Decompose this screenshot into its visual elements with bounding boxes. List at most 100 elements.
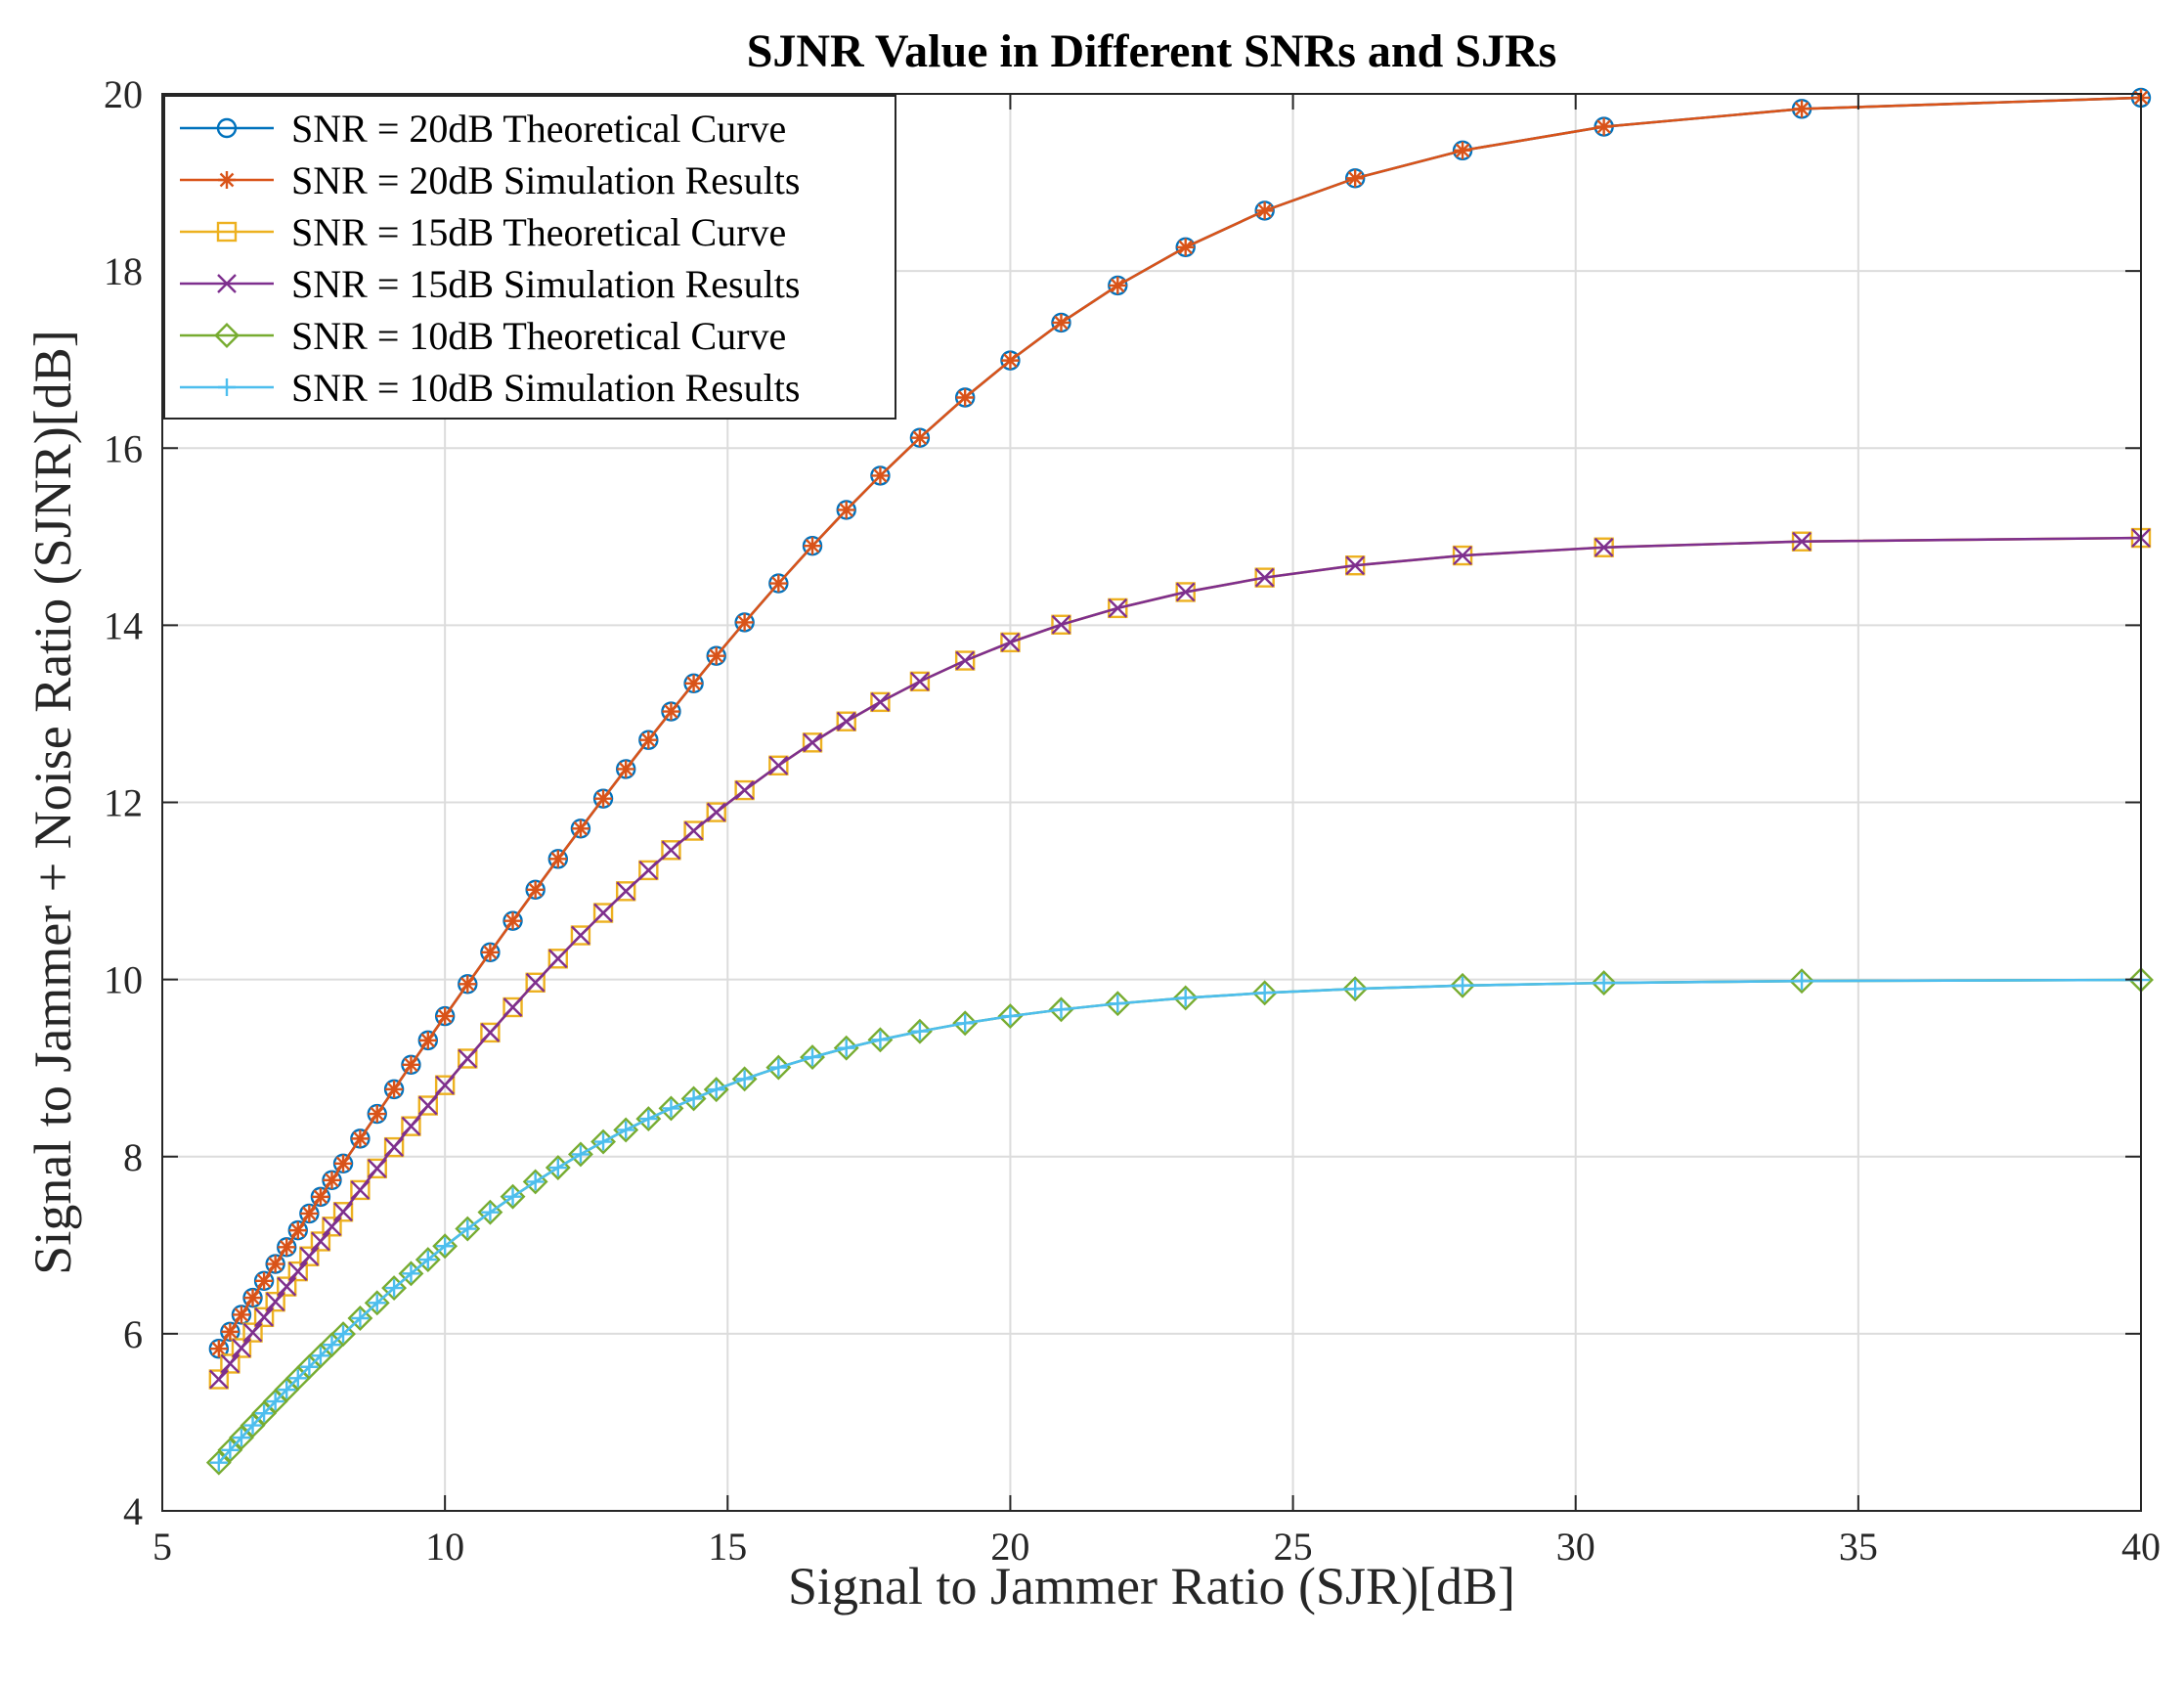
y-tick-label: 16 <box>104 426 143 470</box>
plus-marker <box>1109 995 1127 1013</box>
asterisk-marker <box>1052 313 1070 332</box>
asterisk-marker <box>459 975 477 994</box>
x-marker <box>502 997 523 1017</box>
x-tick-label: 30 <box>1556 1525 1595 1569</box>
asterisk-marker <box>639 730 658 749</box>
square-marker <box>401 1116 421 1136</box>
x-marker <box>384 1137 404 1157</box>
plus-marker <box>1793 972 1812 991</box>
diamond-marker <box>364 1290 390 1316</box>
x-marker <box>955 650 976 671</box>
x-marker <box>525 972 546 993</box>
square-marker <box>220 1353 240 1374</box>
x-marker <box>401 1116 421 1136</box>
x-marker <box>232 1338 251 1358</box>
diamond-marker <box>997 1003 1024 1030</box>
plus-marker <box>684 1089 703 1108</box>
y-axis-label: Signal to Jammer + Noise Ratio (SJNR)[dB… <box>23 330 82 1274</box>
x-marker <box>217 274 237 293</box>
square-marker <box>547 949 568 969</box>
diamond-marker <box>330 1321 356 1348</box>
square-marker <box>458 1048 478 1069</box>
x-marker <box>333 1202 353 1222</box>
x-marker <box>287 1262 308 1281</box>
square-marker <box>638 860 659 881</box>
legend: SNR = 20dB Theoretical Curve SNR = 20dB S… <box>163 95 896 420</box>
square-marker <box>706 802 726 822</box>
x-marker <box>803 732 822 753</box>
asterisk-marker <box>266 1255 284 1273</box>
asterisk-marker <box>503 911 522 930</box>
square-marker <box>332 1202 354 1222</box>
square-marker <box>615 881 636 902</box>
x-marker <box>661 840 681 861</box>
plus-marker <box>1255 984 1274 1002</box>
x-marker <box>265 1292 285 1312</box>
series-6 <box>209 971 2150 1472</box>
square-marker <box>434 1075 456 1095</box>
asterisk-marker <box>910 428 929 447</box>
diamond-marker <box>1450 972 1476 998</box>
diamond-marker <box>1342 976 1369 1002</box>
asterisk-marker <box>594 789 613 808</box>
plus-marker <box>910 1022 929 1040</box>
asterisk-marker <box>368 1105 386 1124</box>
x-marker <box>350 1180 371 1200</box>
square-marker <box>265 1291 285 1312</box>
x-marker <box>220 1353 240 1374</box>
legend-label: SNR = 10dB Simulation Results <box>291 366 800 410</box>
x-marker <box>1051 614 1071 635</box>
asterisk-marker <box>385 1080 404 1098</box>
series-4 <box>208 528 2151 1390</box>
diamond-marker <box>205 1449 232 1476</box>
legend-entry: SNR = 10dB Theoretical Curve <box>180 314 786 358</box>
square-marker <box>1000 632 1021 653</box>
plus-marker <box>255 1404 274 1423</box>
square-marker <box>287 1261 308 1282</box>
x-axis-label: Signal to Jammer Ratio (SJR)[dB] <box>788 1557 1515 1616</box>
legend-label: SNR = 20dB Simulation Results <box>291 158 800 202</box>
x-marker <box>311 1231 330 1252</box>
asterisk-marker <box>243 1289 262 1307</box>
x-tick-label: 40 <box>2121 1525 2161 1569</box>
asterisk-marker <box>232 1306 250 1324</box>
plus-marker <box>351 1309 370 1327</box>
square-marker <box>242 1322 263 1343</box>
square-marker <box>1108 598 1128 619</box>
diamond-marker <box>1591 970 1617 996</box>
x-marker <box>1254 567 1275 588</box>
plus-marker <box>594 1132 613 1151</box>
asterisk-marker <box>735 613 754 632</box>
diamond-marker <box>1789 968 1814 995</box>
square-marker <box>954 650 976 671</box>
square-marker <box>231 1338 252 1358</box>
square-marker <box>683 820 704 841</box>
y-tick-label: 18 <box>104 249 143 293</box>
plus-marker <box>707 1081 725 1099</box>
asterisk-marker <box>209 1340 228 1358</box>
square-marker <box>525 972 546 993</box>
plus-marker <box>526 1173 545 1191</box>
square-marker <box>299 1246 320 1266</box>
square-marker <box>870 691 891 713</box>
x-marker <box>734 780 755 800</box>
square-marker <box>570 925 591 946</box>
diamond-marker <box>398 1261 424 1287</box>
plus-marker <box>956 1014 975 1033</box>
plus-marker <box>548 1159 567 1177</box>
x-marker <box>870 692 891 712</box>
y-tick-label: 8 <box>123 1135 143 1179</box>
square-marker <box>1175 582 1196 602</box>
asterisk-marker <box>221 1322 240 1341</box>
x-marker <box>242 1322 263 1343</box>
asterisk-marker <box>707 646 725 665</box>
plus-marker <box>1454 976 1472 995</box>
y-tick-label: 6 <box>123 1312 143 1356</box>
x-marker <box>1000 633 1021 652</box>
diamond-marker <box>833 1035 859 1061</box>
legend-label: SNR = 15dB Theoretical Curve <box>291 210 786 254</box>
y-tick-label: 12 <box>104 781 143 825</box>
plus-marker <box>617 1121 635 1139</box>
asterisk-marker <box>418 1031 437 1049</box>
x-marker <box>1792 531 1812 552</box>
